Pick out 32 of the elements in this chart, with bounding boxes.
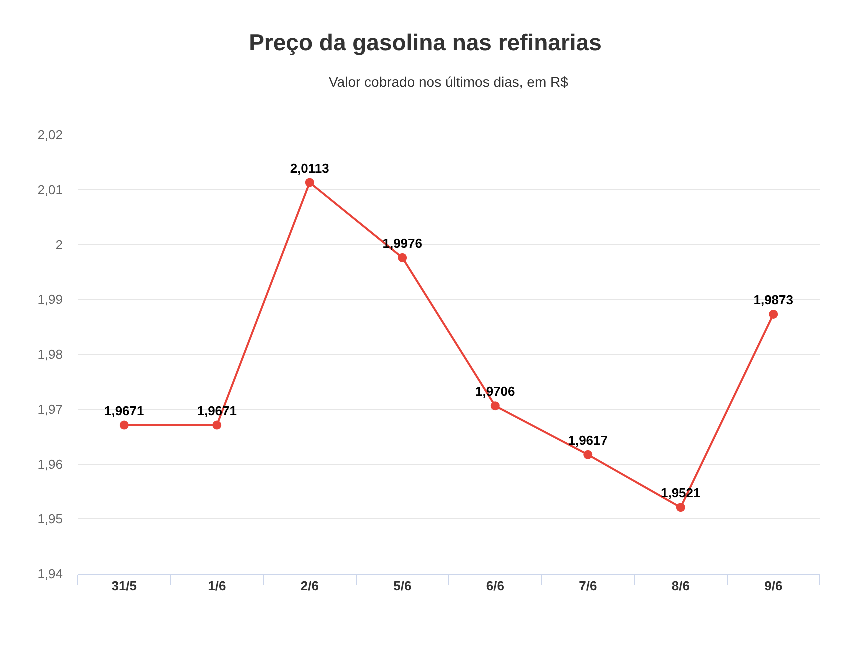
data-label: 1,9671 [104,403,144,418]
y-tick-label: 1,95 [38,512,63,527]
y-tick-label: 2,02 [38,128,63,143]
chart-subtitle: Valor cobrado nos últimos dias, em R$ [329,74,569,90]
point [584,450,593,460]
point [398,253,408,262]
point [212,420,222,430]
x-tick-label: 1/6 [208,578,226,594]
y-tick-label: 2,01 [38,182,63,198]
data-label: 1,9976 [382,236,423,252]
point [490,402,500,411]
data-label: 1,9617 [568,433,608,448]
point [769,310,778,319]
data-label: 2,0113 [290,160,330,176]
x-tick-label: 2/6 [300,578,319,594]
x-tick-label: 6/6 [486,578,504,594]
chart-title: Preço da gasolina nas refinarias [249,29,602,56]
data-label: 1,9873 [754,292,794,308]
point [120,420,129,430]
point [305,178,314,188]
point [676,503,686,512]
y-tick-label: 1,94 [38,566,63,582]
x-tick-label: 31/5 [112,578,138,594]
y-tick-label: 1,99 [38,292,63,308]
x-tick-label: 8/6 [672,578,690,594]
y-tick-label: 1,97 [38,402,63,417]
y-tick-label: 2 [56,237,63,252]
y-tick-label: 1,98 [38,347,63,362]
y-tick-label: 1,96 [38,456,63,472]
x-tick-label: 7/6 [579,578,598,594]
x-tick-label: 9/6 [764,578,783,594]
x-tick-label: 5/6 [394,578,412,594]
